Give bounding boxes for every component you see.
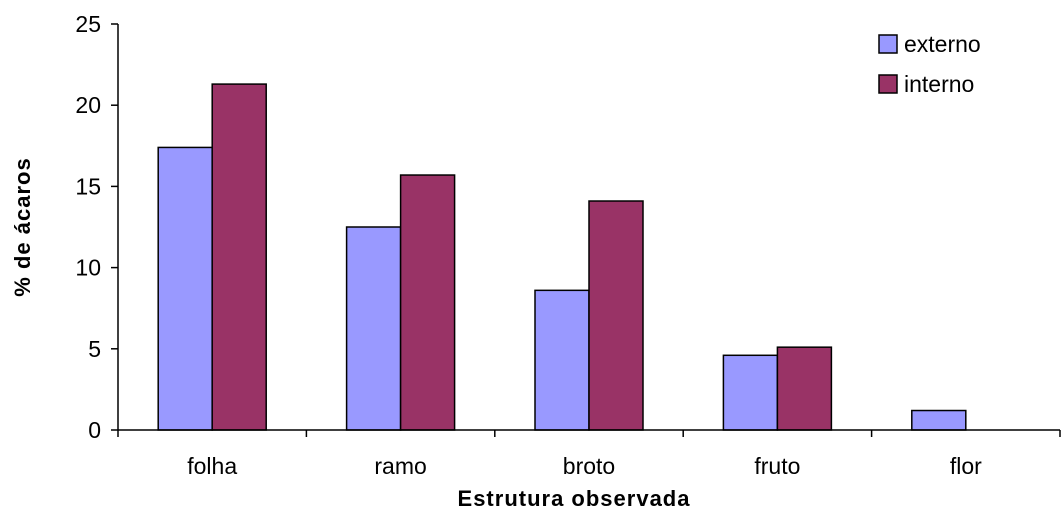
- x-axis-ticks: folha ramo broto fruto flor: [117, 430, 1061, 479]
- legend: externo interno: [878, 31, 981, 97]
- bars: [157, 83, 967, 431]
- legend-swatch-externo: [878, 34, 898, 54]
- y-tick-label: 15: [75, 173, 101, 199]
- x-tick-label-fruto: fruto: [754, 453, 800, 479]
- legend-swatch-interno: [878, 74, 898, 94]
- bar-externo-folha: [157, 146, 213, 431]
- x-tick-label-folha: folha: [187, 453, 237, 479]
- y-tick-label: 10: [75, 255, 101, 281]
- y-axis-title: % de ácaros: [10, 157, 35, 296]
- x-tick-label-flor: flor: [950, 453, 982, 479]
- bar-externo-broto: [534, 289, 590, 431]
- bar-externo-fruto: [722, 354, 779, 431]
- y-tick-label: 5: [88, 336, 101, 362]
- bar-interno-folha: [211, 83, 267, 431]
- bar-interno-ramo: [399, 174, 456, 431]
- x-tick-label-broto: broto: [563, 453, 615, 479]
- bar-externo-flor: [911, 409, 967, 431]
- x-tick-label-ramo: ramo: [374, 453, 426, 479]
- bar-interno-fruto: [776, 346, 833, 431]
- y-tick-label: 0: [88, 417, 101, 443]
- x-axis-title: Estrutura observada: [458, 486, 691, 511]
- legend-label-interno: interno: [904, 71, 974, 97]
- bar-externo-ramo: [345, 226, 402, 431]
- y-tick-label: 20: [75, 92, 101, 118]
- legend-label-externo: externo: [904, 31, 981, 57]
- y-tick-label: 25: [75, 11, 101, 37]
- y-axis-ticks: 0 5 10 15 20 25: [75, 11, 118, 443]
- bar-interno-broto: [588, 200, 644, 431]
